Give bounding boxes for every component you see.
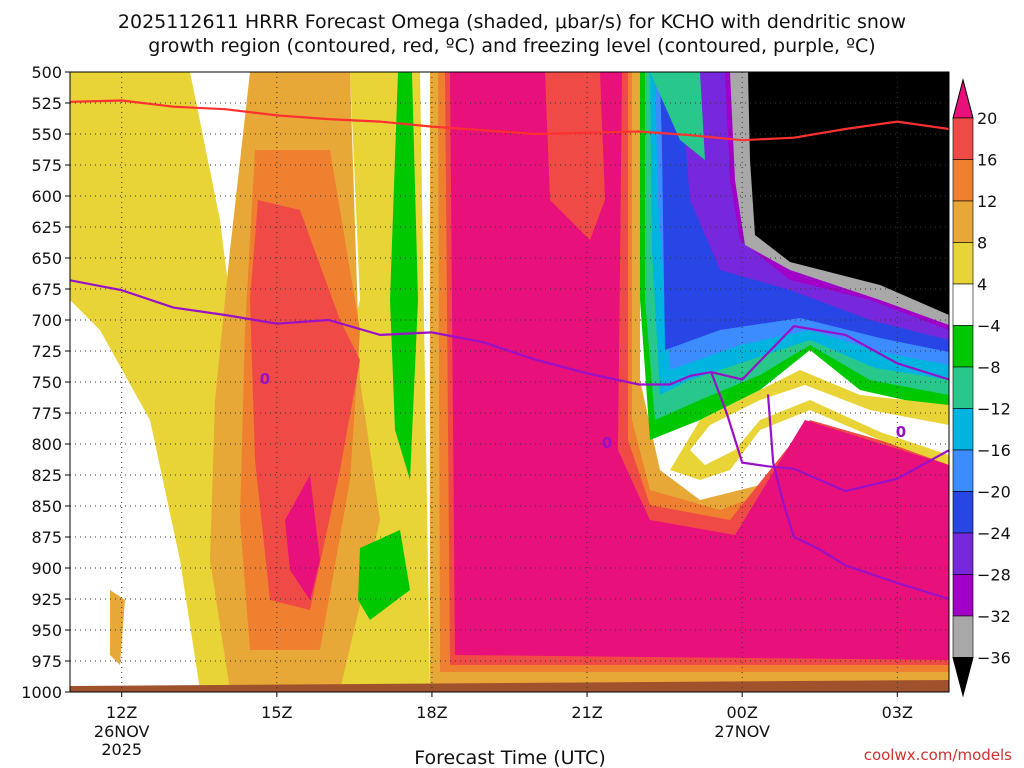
freezing-level-contour-lower [710,371,949,493]
y-tick-label: 675 [31,280,62,299]
colorbar-label: −20 [977,483,1011,502]
y-tick-label: 750 [31,373,62,392]
x-tick-label: 12Z [106,703,137,722]
colorbar: 20 16 12 8 4 −4 −8 −12 −16 −20 −24 −28 −32 −36 [952,78,1011,698]
x-tick-label: 15Z [261,703,292,722]
freezing-level-contour [70,279,949,386]
y-tick-label: 500 [31,63,62,82]
x-tick-label: 00Z [727,703,758,722]
site-credit: coolwx.com/models [864,746,1012,764]
colorbar-label: −28 [977,566,1011,585]
colorbar-label: 12 [977,192,997,211]
colorbar-segment [952,615,974,658]
y-tick-label: 775 [31,404,62,423]
colorbar-label: 4 [977,275,987,294]
x-tick-label: 03Z [882,703,913,722]
chart-title-line2: growth region (contoured, red, ºC) and f… [148,35,875,57]
y-tick-label: 875 [31,528,62,547]
colorbar-segment [952,449,974,492]
colorbar-segment [952,117,974,160]
colorbar-segment [952,532,974,575]
x-tick-label: 21Z [571,703,602,722]
contour-zero-label: 0 [260,370,270,388]
colorbar-label: 20 [977,109,997,128]
y-tick-label: 800 [31,435,62,454]
x-tick-year: 2025 [101,740,142,759]
y-tick-label: 700 [31,311,62,330]
y-tick-label: 825 [31,466,62,485]
colorbar-label: −12 [977,400,1011,419]
y-tick-label: 725 [31,342,62,361]
colorbar-label: −16 [977,441,1011,460]
colorbar-segment [952,408,974,451]
contour-zero-label: 0 [896,423,906,441]
x-tick-label: 18Z [416,703,447,722]
colorbar-segment [952,283,974,326]
colorbar-label: −24 [977,524,1011,543]
colorbar-top-arrow [952,78,974,119]
y-tick-label: 600 [31,187,62,206]
y-tick-label: 550 [31,125,62,144]
grid-lines [70,71,949,693]
x-tick-date: 26NOV [94,722,150,741]
y-tick-label: 525 [31,94,62,113]
colorbar-segment [952,242,974,285]
y-tick-label: 925 [31,590,62,609]
colorbar-segment [952,366,974,409]
colorbar-segment [952,159,974,202]
colorbar-label: 8 [977,234,987,253]
y-tick-label: 950 [31,621,62,640]
colorbar-label: 16 [977,151,997,170]
colorbar-bottom-arrow [952,657,974,698]
y-axis: 500 525 550 575 600 625 650 675 700 725 750 775 800 8… [21,63,70,702]
colorbar-segment [952,491,974,534]
y-tick-label: 650 [31,249,62,268]
colorbar-label: −36 [977,649,1011,668]
colorbar-segment [952,325,974,368]
contour-zero-label: 0 [602,434,612,452]
x-tick-date: 27NOV [714,722,770,741]
colorbar-segment [952,200,974,243]
colorbar-segment [952,574,974,617]
y-tick-label: 975 [31,652,62,671]
colorbar-label: −32 [977,607,1011,626]
colorbar-label: −4 [977,317,1001,336]
chart-title-line1: 2025112611 HRRR Forecast Omega (shaded, … [118,11,906,33]
y-tick-label: 625 [31,218,62,237]
colorbar-label: −8 [977,358,1001,377]
freezing-level-contour-lowest [766,394,949,601]
x-axis-label: Forecast Time (UTC) [414,747,605,768]
y-tick-label: 900 [31,559,62,578]
y-tick-label: 850 [31,497,62,516]
omega-shading [70,72,949,692]
y-tick-label: 1000 [21,683,62,702]
y-tick-label: 575 [31,156,62,175]
dendritic-growth-contour [70,99,949,142]
